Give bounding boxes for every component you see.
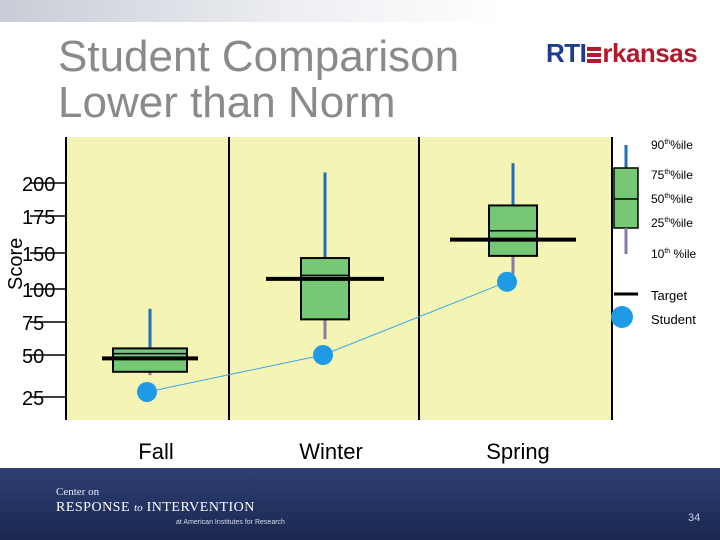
legend: 90th%ile 75th%ile 50th%ile 25th%ile 10th %il… — [611, 138, 697, 328]
legend-label: 90th%ile — [651, 138, 693, 152]
legend-label: Student — [651, 312, 696, 327]
y-tick-label: 200 — [22, 174, 55, 196]
footer-org-line-2: RESPONSE to INTERVENTION — [56, 500, 255, 515]
footer-org-line-1: Center on — [56, 486, 100, 498]
rti-arkansas-logo: RTI rkansas — [546, 38, 698, 68]
legend-label: 10th %ile — [651, 247, 697, 261]
title-line-2: Lower than Norm — [58, 78, 396, 127]
legend-box — [613, 167, 639, 229]
legend-student-swatch — [611, 306, 633, 328]
student-point-fall — [137, 381, 157, 402]
y-tick-label: 25 — [22, 388, 44, 410]
flag-icon — [587, 47, 602, 63]
box-winter — [300, 257, 350, 321]
slide-title: Student Comparison Lower than Norm — [58, 34, 459, 126]
footer-band: Center on RESPONSE to INTERVENTION at Am… — [0, 468, 720, 540]
y-tick-label: 100 — [22, 280, 55, 302]
student-point-winter — [313, 345, 333, 365]
legend-label: 25th%ile — [651, 216, 693, 230]
legend-label: Target — [651, 288, 688, 303]
x-tick-label-winter: Winter — [299, 439, 363, 464]
x-tick-label-spring: Spring — [486, 439, 550, 464]
title-line-1: Student Comparison — [58, 32, 460, 81]
y-tick-label: 150 — [22, 244, 55, 266]
student-point-spring — [497, 271, 517, 292]
legend-label: 50th%ile — [651, 192, 693, 206]
page-number: 34 — [688, 512, 701, 524]
legend-label: 75th%ile — [651, 168, 693, 182]
y-tick-label: 75 — [22, 313, 44, 335]
y-axis-label: Score — [5, 238, 27, 290]
x-tick-label-fall: Fall — [138, 439, 173, 464]
y-tick-label: 50 — [22, 346, 44, 368]
footer-org-line-3: at American Institutes for Research — [176, 519, 285, 526]
y-tick-label: 175 — [22, 207, 55, 229]
top-banner — [0, 0, 720, 22]
